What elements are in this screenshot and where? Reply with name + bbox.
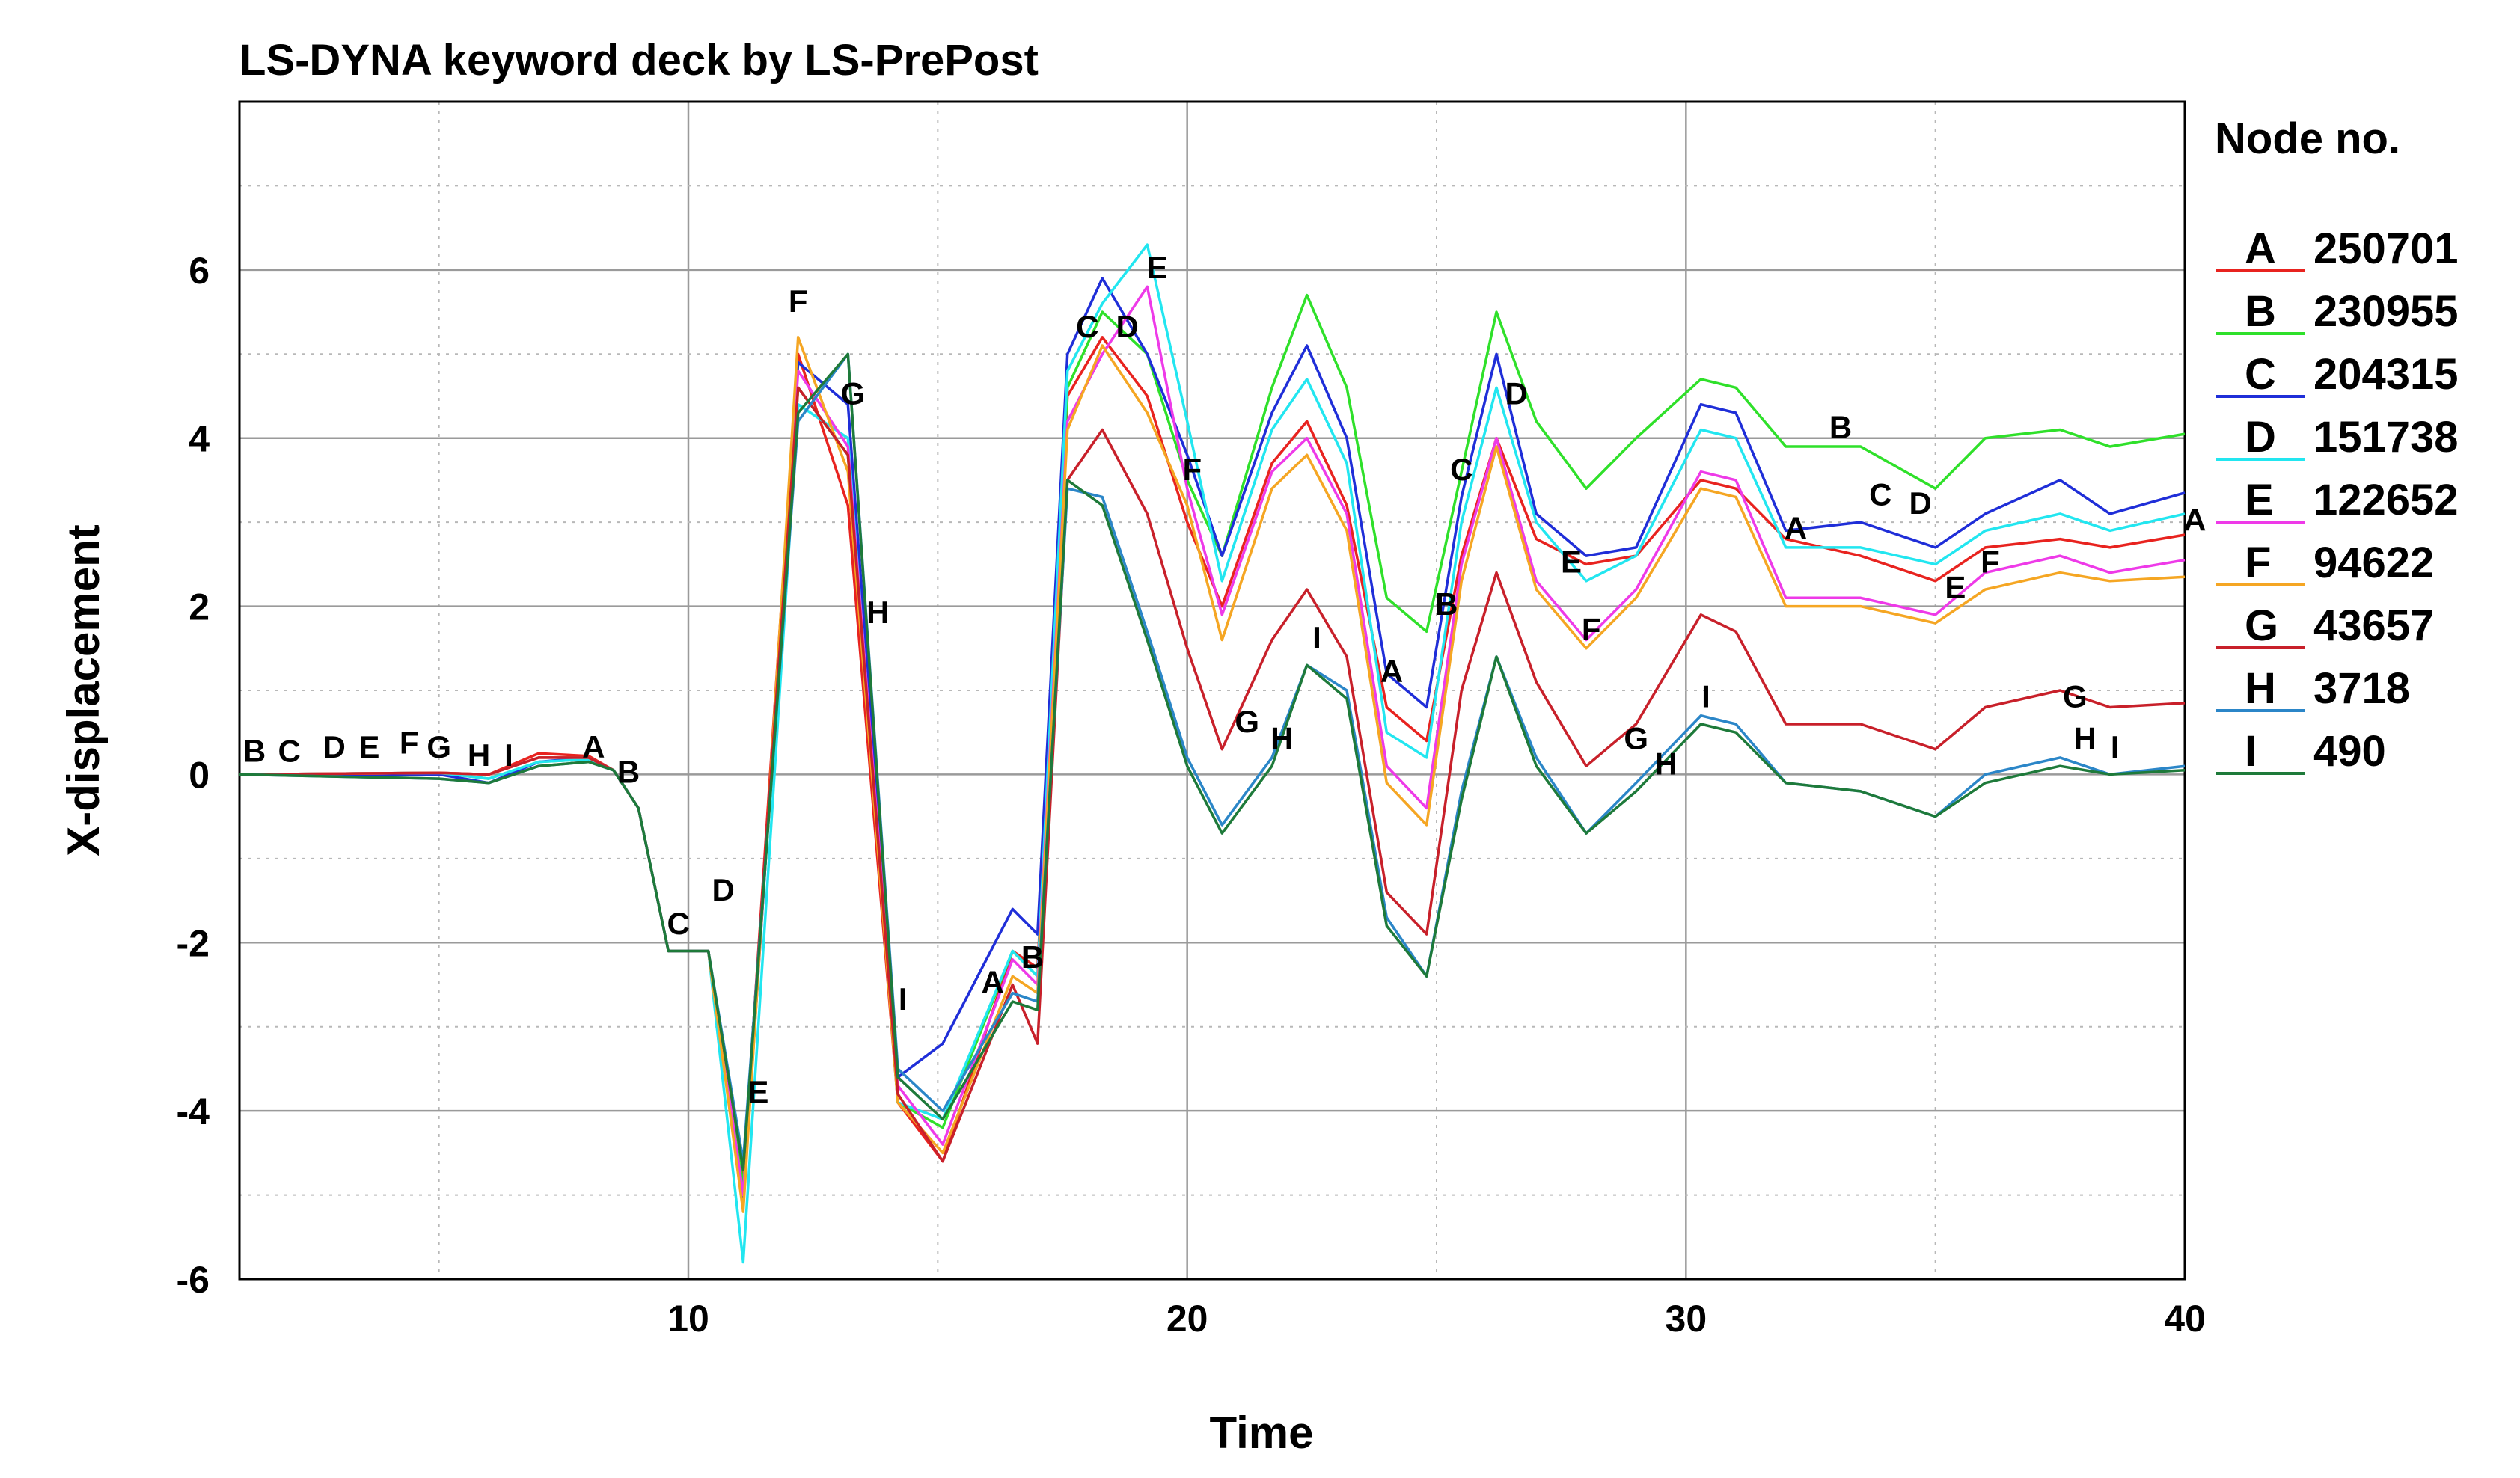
series-marker-label: B bbox=[1021, 939, 1044, 975]
x-tick-label: 10 bbox=[667, 1298, 709, 1340]
series-marker-label: F bbox=[1183, 452, 1202, 487]
legend-node-number: 230955 bbox=[2313, 287, 2459, 336]
y-tick-label: 6 bbox=[189, 250, 210, 292]
series-marker-label: G bbox=[1624, 721, 1648, 756]
legend-node-number: 490 bbox=[2313, 727, 2386, 776]
series-marker-label: B bbox=[1829, 410, 1852, 445]
legend-title: Node no. bbox=[2215, 114, 2400, 163]
legend-node-number: 122652 bbox=[2313, 476, 2459, 524]
y-tick-label: -2 bbox=[177, 922, 210, 964]
series-marker-label: F bbox=[1981, 545, 2000, 580]
series-marker-label: A bbox=[1785, 511, 1807, 546]
y-tick-label: 2 bbox=[189, 586, 210, 628]
series-marker-label: D bbox=[1505, 376, 1527, 411]
legend-series-name: C bbox=[2245, 350, 2276, 399]
series-marker-label: I bbox=[899, 981, 908, 1016]
grid-lines bbox=[239, 102, 2185, 1279]
legend-node-number: 151738 bbox=[2313, 413, 2459, 462]
series-marker-label: G bbox=[841, 376, 866, 411]
legend-node-number: 94622 bbox=[2313, 539, 2434, 587]
legend-node-number: 3718 bbox=[2313, 664, 2410, 713]
series-marker-label: H bbox=[1270, 721, 1293, 756]
series-marker-label: D bbox=[712, 872, 734, 907]
legend-series-name: H bbox=[2245, 664, 2276, 713]
series-lines bbox=[239, 243, 2186, 1264]
series-line-b bbox=[239, 293, 2186, 1189]
series-marker-label: H bbox=[1654, 746, 1677, 781]
x-tick-label: 40 bbox=[2164, 1298, 2206, 1340]
series-marker-label: B bbox=[1435, 586, 1458, 622]
series-marker-label: E bbox=[1147, 250, 1168, 285]
series-marker-label: C bbox=[1076, 309, 1098, 344]
series-line-e bbox=[239, 285, 2186, 1197]
legend-series-name: E bbox=[2245, 476, 2274, 524]
series-marker-label: I bbox=[1312, 620, 1321, 655]
series-marker-label: E bbox=[358, 729, 379, 764]
series-marker-label: C bbox=[1869, 477, 1891, 512]
x-axis-title: Time bbox=[1210, 1408, 1314, 1458]
series-marker-label: D bbox=[1116, 309, 1138, 344]
series-marker-label: I bbox=[504, 738, 513, 773]
series-marker-label: H bbox=[468, 738, 490, 773]
series-marker-label: B bbox=[617, 755, 640, 790]
series-marker-label: F bbox=[400, 725, 419, 760]
legend-series-name: I bbox=[2245, 727, 2257, 776]
series-marker-label: C bbox=[278, 734, 300, 769]
legend-node-number: 43657 bbox=[2313, 601, 2434, 650]
series-marker-label: G bbox=[426, 729, 451, 764]
tick-labels: 10 20 30 40 -6 -4 -2 0 2 4 6 bbox=[177, 250, 2206, 1340]
series-marker-label: F bbox=[1582, 612, 1601, 647]
y-tick-label: 4 bbox=[189, 418, 210, 460]
series-marker-label: G bbox=[2063, 678, 2088, 714]
series-marker-label: G bbox=[1235, 704, 1259, 739]
chart-title: LS-DYNA keyword deck by LS-PrePost bbox=[239, 36, 1039, 85]
series-marker-label: C bbox=[667, 906, 689, 941]
series-marker-label: E bbox=[747, 1074, 768, 1109]
legend: A 250701 B 230955 C 204315 D 151738 E 122652 F 9462… bbox=[2216, 224, 2459, 776]
series-marker-label: A bbox=[981, 965, 1003, 1000]
series-marker-label: C bbox=[1450, 452, 1472, 487]
legend-node-number: 250701 bbox=[2313, 224, 2459, 273]
series-marker-label: D bbox=[322, 729, 345, 764]
y-tick-label: 0 bbox=[189, 754, 210, 796]
y-tick-label: -4 bbox=[177, 1091, 210, 1132]
series-marker-label: A bbox=[582, 729, 605, 764]
series-marker-label: H bbox=[866, 595, 889, 630]
y-tick-label: -6 bbox=[177, 1259, 210, 1301]
series-line-d bbox=[239, 243, 2186, 1264]
legend-series-name: B bbox=[2245, 287, 2276, 336]
series-marker-label: F bbox=[789, 283, 808, 319]
series-line-c bbox=[239, 277, 2186, 1205]
legend-series-name: F bbox=[2245, 539, 2271, 587]
series-line-g bbox=[239, 386, 2186, 1171]
y-axis-title: X-displacement bbox=[58, 524, 108, 856]
series-marker-label: E bbox=[1945, 569, 1966, 604]
legend-series-name: A bbox=[2245, 224, 2276, 273]
series-marker-label: B bbox=[243, 734, 266, 769]
x-tick-label: 30 bbox=[1666, 1298, 1707, 1340]
series-marker-label: H bbox=[2073, 721, 2096, 756]
series-marker-label: D bbox=[1909, 485, 1931, 521]
series-marker-label: I bbox=[1701, 678, 1710, 714]
legend-series-name: D bbox=[2245, 413, 2276, 462]
series-marker-label: I bbox=[2111, 729, 2120, 764]
legend-node-number: 204315 bbox=[2313, 350, 2459, 399]
x-tick-label: 20 bbox=[1166, 1298, 1208, 1340]
series-marker-label: A bbox=[1380, 654, 1403, 689]
plot-frame bbox=[238, 100, 2186, 1281]
legend-series-name: G bbox=[2245, 601, 2278, 650]
series-line-i bbox=[239, 352, 2186, 1171]
series-marker-label: A bbox=[2183, 502, 2206, 537]
series-marker-label: E bbox=[1561, 545, 1582, 580]
